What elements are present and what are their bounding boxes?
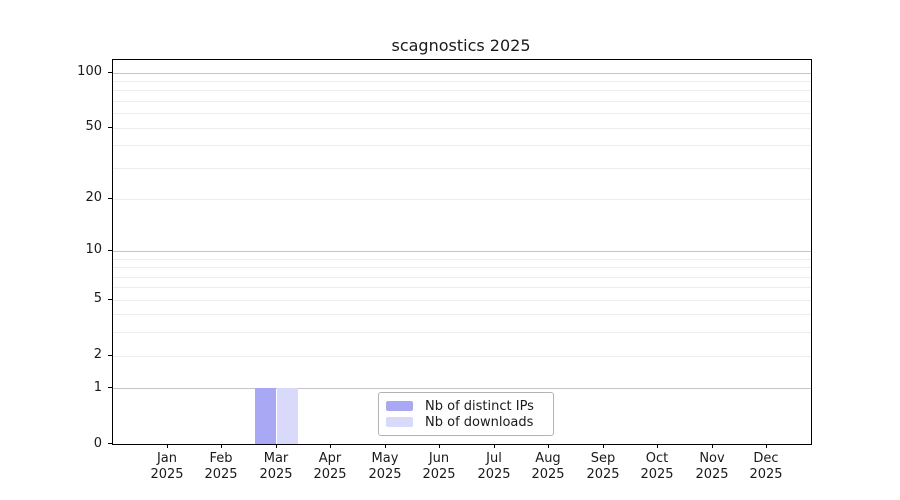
minor-gridline	[113, 314, 811, 315]
x-tick-label: Jan 2025	[135, 451, 199, 483]
minor-gridline	[113, 81, 811, 82]
x-tick-label: Mar 2025	[244, 451, 308, 483]
x-tick-year: 2025	[640, 467, 674, 482]
minor-gridline	[113, 277, 811, 278]
x-tick-label: Aug 2025	[516, 451, 580, 483]
x-tick-month: Oct	[645, 451, 669, 466]
x-tick-month: Nov	[699, 451, 725, 466]
y-tick-mark	[108, 355, 112, 356]
minor-gridline	[113, 90, 811, 91]
minor-gridline	[113, 332, 811, 333]
major-gridline	[113, 73, 811, 74]
plot-area	[112, 59, 812, 445]
x-tick-mark	[603, 444, 604, 448]
x-tick-month: Jun	[428, 451, 450, 466]
minor-gridline	[113, 300, 811, 301]
x-tick-mark	[167, 444, 168, 448]
bar-nb-of-downloads	[276, 388, 299, 444]
major-gridline	[113, 388, 811, 389]
x-tick-label: Oct 2025	[625, 451, 689, 483]
x-tick-mark	[712, 444, 713, 448]
x-tick-label: Jun 2025	[407, 451, 471, 483]
y-tick-mark	[108, 72, 112, 73]
x-tick-month: Feb	[209, 451, 233, 466]
minor-gridline	[113, 287, 811, 288]
minor-gridline	[113, 356, 811, 357]
x-tick-year: 2025	[531, 467, 565, 482]
x-tick-mark	[766, 444, 767, 448]
x-tick-label: Apr 2025	[298, 451, 362, 483]
minor-gridline	[113, 101, 811, 102]
x-tick-month: Dec	[753, 451, 779, 466]
x-tick-label: Feb 2025	[189, 451, 253, 483]
legend-label-downloads: Nb of downloads	[425, 414, 534, 430]
x-tick-month: Jan	[156, 451, 178, 466]
y-tick-mark	[108, 198, 112, 199]
x-tick-mark	[494, 444, 495, 448]
x-tick-year: 2025	[477, 467, 511, 482]
y-tick-label: 2	[93, 347, 102, 362]
bar-nb-of-distinct-ips	[254, 388, 277, 444]
y-tick-label: 0	[93, 436, 102, 451]
x-tick-label: Jul 2025	[462, 451, 526, 483]
x-tick-month: May	[371, 451, 399, 466]
x-tick-mark	[548, 444, 549, 448]
x-tick-mark	[330, 444, 331, 448]
x-tick-year: 2025	[368, 467, 402, 482]
x-tick-year: 2025	[586, 467, 620, 482]
x-tick-year: 2025	[749, 467, 783, 482]
x-tick-month: Aug	[535, 451, 561, 466]
y-tick-mark	[108, 250, 112, 251]
x-tick-mark	[657, 444, 658, 448]
minor-gridline	[113, 168, 811, 169]
x-tick-year: 2025	[313, 467, 347, 482]
major-gridline	[113, 251, 811, 252]
x-tick-mark	[221, 444, 222, 448]
y-tick-label: 100	[77, 64, 102, 79]
x-tick-label: Dec 2025	[734, 451, 798, 483]
x-tick-year: 2025	[259, 467, 293, 482]
y-tick-mark	[108, 127, 112, 128]
x-tick-year: 2025	[204, 467, 238, 482]
x-tick-year: 2025	[422, 467, 456, 482]
x-tick-label: Nov 2025	[680, 451, 744, 483]
y-tick-label: 10	[85, 242, 102, 257]
y-tick-mark	[108, 299, 112, 300]
x-tick-mark	[385, 444, 386, 448]
y-tick-label: 50	[85, 119, 102, 134]
x-tick-year: 2025	[695, 467, 729, 482]
legend-item-distinct-ips: Nb of distinct IPs	[386, 398, 545, 414]
legend: Nb of distinct IPs Nb of downloads	[378, 392, 554, 436]
minor-gridline	[113, 199, 811, 200]
minor-gridline	[113, 145, 811, 146]
minor-gridline	[113, 259, 811, 260]
x-tick-month: Jul	[486, 451, 502, 466]
y-tick-label: 5	[93, 291, 102, 306]
y-tick-mark	[108, 387, 112, 388]
x-tick-month: Apr	[318, 451, 342, 466]
x-tick-label: Sep 2025	[571, 451, 635, 483]
x-tick-month: Sep	[590, 451, 616, 466]
minor-gridline	[113, 267, 811, 268]
legend-item-downloads: Nb of downloads	[386, 414, 545, 430]
y-tick-mark	[108, 443, 112, 444]
minor-gridline	[113, 128, 811, 129]
legend-label-distinct-ips: Nb of distinct IPs	[425, 398, 534, 414]
chart-title: scagnostics 2025	[391, 36, 531, 55]
y-tick-label: 20	[85, 190, 102, 205]
x-tick-mark	[439, 444, 440, 448]
x-tick-year: 2025	[150, 467, 184, 482]
x-tick-mark	[276, 444, 277, 448]
minor-gridline	[113, 113, 811, 114]
x-tick-label: May 2025	[353, 451, 417, 483]
y-tick-label: 1	[93, 380, 102, 395]
legend-swatch-downloads	[386, 417, 413, 427]
x-tick-month: Mar	[263, 451, 289, 466]
legend-swatch-distinct-ips	[386, 401, 413, 411]
